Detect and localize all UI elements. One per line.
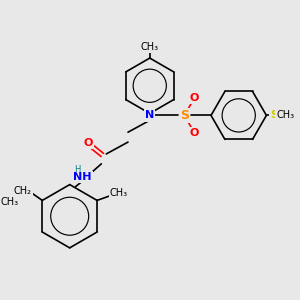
- Text: NH: NH: [73, 172, 92, 182]
- Text: O: O: [190, 93, 199, 103]
- Text: CH₃: CH₃: [1, 197, 19, 207]
- Text: S: S: [270, 110, 278, 120]
- Text: CH₃: CH₃: [110, 188, 128, 197]
- Text: CH₂: CH₂: [14, 185, 32, 196]
- Text: S: S: [180, 109, 189, 122]
- Text: H: H: [74, 165, 81, 174]
- Text: N: N: [145, 110, 154, 120]
- Text: O: O: [190, 128, 199, 138]
- Text: CH₃: CH₃: [141, 42, 159, 52]
- Text: O: O: [84, 138, 93, 148]
- Text: CH₃: CH₃: [276, 110, 294, 120]
